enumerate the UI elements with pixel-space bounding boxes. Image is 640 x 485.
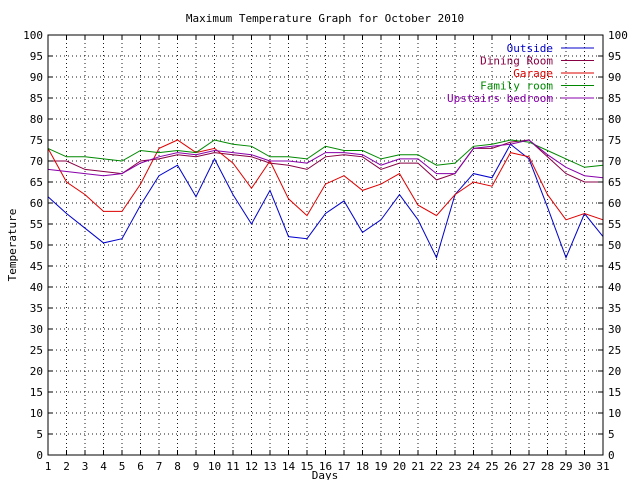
x-tick-label: 6: [137, 460, 144, 473]
y-tick-label-left: 40: [30, 281, 43, 294]
y-tick-label-right: 45: [608, 260, 621, 273]
x-tick-label: 10: [208, 460, 221, 473]
y-tick-label-right: 80: [608, 113, 621, 126]
x-tick-label: 3: [82, 460, 89, 473]
x-tick-label: 11: [226, 460, 239, 473]
y-tick-label-right: 60: [608, 197, 621, 210]
y-tick-label-right: 20: [608, 365, 621, 378]
y-tick-label-right: 10: [608, 407, 621, 420]
y-tick-label-right: 15: [608, 386, 621, 399]
x-tick-label: 12: [245, 460, 258, 473]
legend-label-upstairs-bedroom: Upstairs bedroom: [447, 92, 553, 105]
series-line-family-room: [47, 139, 604, 168]
y-tick-label-left: 60: [30, 197, 43, 210]
y-tick-label-left: 100: [23, 29, 43, 42]
series-line-garage: [47, 139, 604, 221]
legend-label-dining-room: Dining Room: [480, 55, 553, 68]
x-tick-label: 25: [485, 460, 498, 473]
chart-title: Maximum Temperature Graph for October 20…: [186, 12, 464, 25]
x-tick-label: 7: [156, 460, 163, 473]
x-tick-label: 9: [193, 460, 200, 473]
tick-marks: [47, 34, 604, 456]
legend-label-outside: Outside: [507, 42, 553, 55]
y-tick-label-left: 90: [30, 71, 43, 84]
y-tick-label-right: 50: [608, 239, 621, 252]
y-tick-label-right: 85: [608, 92, 621, 105]
y-tick-label-left: 50: [30, 239, 43, 252]
x-tick-label: 21: [411, 460, 424, 473]
y-tick-label-right: 90: [608, 71, 621, 84]
x-tick-label: 16: [319, 460, 332, 473]
y-tick-label-left: 70: [30, 155, 43, 168]
tick-labels: 1 2 3 4 5 6 7 8 9 10 11 12 13 14 15 16 17 18 19 20 21 22 23 24 2…: [23, 29, 628, 473]
y-tick-label-left: 0: [36, 449, 43, 462]
x-tick-label: 13: [263, 460, 276, 473]
y-tick-label-right: 70: [608, 155, 621, 168]
x-tick-label: 4: [100, 460, 107, 473]
y-tick-label-right: 75: [608, 134, 621, 147]
x-tick-label: 31: [596, 460, 609, 473]
x-tick-label: 26: [504, 460, 517, 473]
x-tick-label: 23: [448, 460, 461, 473]
y-tick-label-left: 45: [30, 260, 43, 273]
y-tick-label-left: 95: [30, 50, 43, 63]
x-tick-label: 22: [430, 460, 443, 473]
y-tick-label-right: 0: [608, 449, 615, 462]
x-tick-label: 29: [559, 460, 572, 473]
legend-label-garage: Garage: [513, 67, 553, 80]
x-tick-label: 2: [63, 460, 70, 473]
x-tick-label: 5: [119, 460, 126, 473]
y-tick-label-right: 5: [608, 428, 615, 441]
x-tick-label: 15: [300, 460, 313, 473]
series-line-upstairs-bedroom: [47, 139, 604, 179]
y-tick-label-left: 35: [30, 302, 43, 315]
y-tick-label-right: 40: [608, 281, 621, 294]
y-tick-label-right: 30: [608, 323, 621, 336]
y-tick-label-left: 25: [30, 344, 43, 357]
x-tick-label: 18: [356, 460, 369, 473]
y-tick-label-left: 20: [30, 365, 43, 378]
x-tick-label: 17: [337, 460, 350, 473]
x-tick-label: 14: [282, 460, 296, 473]
y-tick-label-right: 65: [608, 176, 621, 189]
y-tick-label-left: 75: [30, 134, 43, 147]
legend-label-family-room: Family room: [480, 80, 553, 93]
y-tick-label-right: 35: [608, 302, 621, 315]
y-tick-label-left: 55: [30, 218, 43, 231]
y-tick-label-left: 85: [30, 92, 43, 105]
series-line-dining-room: [48, 139, 603, 183]
y-tick-label-right: 55: [608, 218, 621, 231]
x-tick-label: 27: [522, 460, 535, 473]
y-tick-label-right: 25: [608, 344, 621, 357]
x-tick-label: 1: [45, 460, 52, 473]
y-tick-label-left: 5: [36, 428, 43, 441]
series-line-outside: [47, 143, 604, 259]
x-tick-label: 24: [467, 460, 481, 473]
x-tick-label: 28: [541, 460, 554, 473]
series-layer: [47, 139, 604, 259]
x-tick-label: 20: [393, 460, 406, 473]
x-tick-label: 19: [374, 460, 387, 473]
y-tick-label-left: 10: [30, 407, 43, 420]
y-axis-label: Temperature: [6, 209, 19, 282]
x-axis-label: Days: [312, 469, 339, 480]
y-tick-label-right: 100: [608, 29, 628, 42]
y-tick-label-right: 95: [608, 50, 621, 63]
y-tick-label-left: 65: [30, 176, 43, 189]
x-tick-label: 30: [578, 460, 591, 473]
x-tick-label: 8: [174, 460, 181, 473]
y-tick-label-left: 30: [30, 323, 43, 336]
y-tick-label-left: 80: [30, 113, 43, 126]
y-tick-label-left: 15: [30, 386, 43, 399]
